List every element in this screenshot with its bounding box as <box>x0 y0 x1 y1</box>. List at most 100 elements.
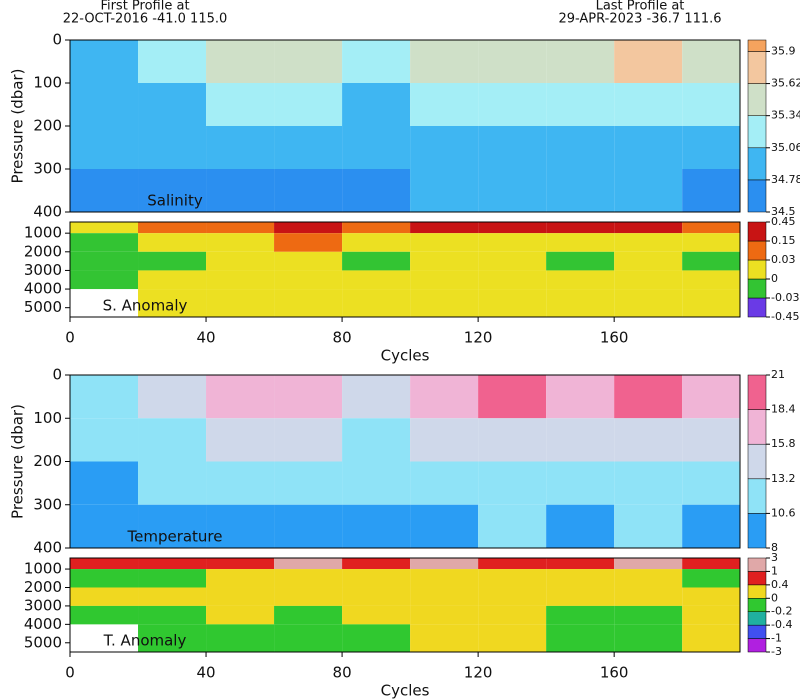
heat-cell <box>138 624 207 652</box>
panel-label: T. Anomaly <box>103 632 187 650</box>
heat-cell <box>138 40 207 83</box>
heat-cell <box>342 569 411 588</box>
heat-cell <box>70 375 139 419</box>
colorbar-tick-label: -0.03 <box>771 291 799 304</box>
heat-cell <box>478 289 547 317</box>
heat-cell <box>682 233 740 252</box>
heat-cell <box>138 418 207 462</box>
heat-cell <box>546 624 615 652</box>
heat-cell <box>478 569 547 588</box>
heat-cell <box>206 624 275 652</box>
heat-cell <box>478 126 547 169</box>
colorbar-band <box>747 39 767 52</box>
colorbar-tick-label: -1 <box>771 632 782 645</box>
heat-cell <box>682 558 740 570</box>
heat-cell <box>682 270 740 290</box>
heat-cell <box>410 83 479 126</box>
heat-cell <box>138 169 207 212</box>
heat-cell <box>274 587 343 606</box>
last-info: 29-APR-2023 -36.7 111.6 <box>558 12 721 27</box>
heat-cell <box>274 605 343 625</box>
heat-cell <box>410 375 479 419</box>
heat-cell <box>342 504 411 548</box>
heat-cell <box>70 605 139 625</box>
heat-cell <box>206 558 275 570</box>
x-tick-label: 160 <box>600 664 629 682</box>
heat-cell <box>682 504 740 548</box>
heat-cell <box>614 587 683 606</box>
heat-cell <box>342 375 411 419</box>
heat-cell <box>342 587 411 606</box>
heat-cell <box>138 251 207 271</box>
heat-cell <box>206 83 275 126</box>
y-tick-label: 400 <box>33 539 62 557</box>
heat-cell <box>614 270 683 290</box>
colorbar-band <box>747 443 767 480</box>
y-tick-label: 5000 <box>24 633 62 651</box>
heat-cell <box>70 558 139 570</box>
colorbar-tick-label: 0.4 <box>771 578 789 591</box>
colorbar-tick-label: 10.6 <box>771 506 796 519</box>
x-tick-label: 0 <box>65 329 75 347</box>
colorbar-band <box>747 297 767 318</box>
heat-cell <box>614 40 683 83</box>
heat-cell <box>70 418 139 462</box>
heat-cell <box>274 169 343 212</box>
heat-cell <box>410 233 479 252</box>
colorbar-band <box>747 221 767 242</box>
heat-cell <box>410 251 479 271</box>
heat-cell <box>682 418 740 462</box>
heat-cell <box>546 605 615 625</box>
x-tick-label: 0 <box>65 664 75 682</box>
heat-cell <box>546 461 615 505</box>
heat-cell <box>682 569 740 588</box>
heat-cell <box>410 289 479 317</box>
heat-cell <box>682 289 740 317</box>
heat-cell <box>546 270 615 290</box>
colorbar-band <box>747 611 767 626</box>
heat-cell <box>70 587 139 606</box>
colorbar-band <box>747 240 767 261</box>
colorbar-band <box>747 374 767 410</box>
colorbar-tick-label: 0.45 <box>771 215 796 228</box>
colorbar-band <box>747 179 767 213</box>
first-label: First Profile at <box>100 0 189 14</box>
colorbar-tick-label: 3 <box>771 551 778 564</box>
heat-cell <box>614 605 683 625</box>
x-axis-title: Cycles <box>381 347 430 365</box>
heat-cell <box>206 40 275 83</box>
heat-cell <box>478 233 547 252</box>
heat-cell <box>546 40 615 83</box>
colorbar-tick-label: -0.4 <box>771 618 792 631</box>
panel-label: Salinity <box>147 192 203 210</box>
x-tick-label: 120 <box>464 329 493 347</box>
heat-cell <box>274 624 343 652</box>
heat-cell <box>478 587 547 606</box>
heat-cell <box>682 375 740 419</box>
colorbar-band <box>747 624 767 639</box>
heat-cell <box>410 222 479 234</box>
heat-cell <box>206 251 275 271</box>
heat-cell <box>206 605 275 625</box>
heat-cell <box>546 251 615 271</box>
y-tick-label: 100 <box>33 409 62 427</box>
heat-cell <box>478 418 547 462</box>
heat-cell <box>274 375 343 419</box>
y-tick-label: 2000 <box>24 578 62 596</box>
heat-cell <box>70 126 139 169</box>
heat-cell <box>206 504 275 548</box>
y-tick-label: 4000 <box>24 615 62 633</box>
colorbar-tick-label: 35.9 <box>771 44 796 57</box>
heat-cell <box>478 461 547 505</box>
heat-cell <box>478 504 547 548</box>
heat-cell <box>546 558 615 570</box>
heat-cell <box>274 251 343 271</box>
heat-cell <box>682 126 740 169</box>
heat-cell <box>274 504 343 548</box>
heat-cell <box>206 126 275 169</box>
y-tick-label: 200 <box>33 452 62 470</box>
heat-cell <box>274 233 343 252</box>
heat-cell <box>274 569 343 588</box>
y-tick-label: 0 <box>52 366 62 384</box>
